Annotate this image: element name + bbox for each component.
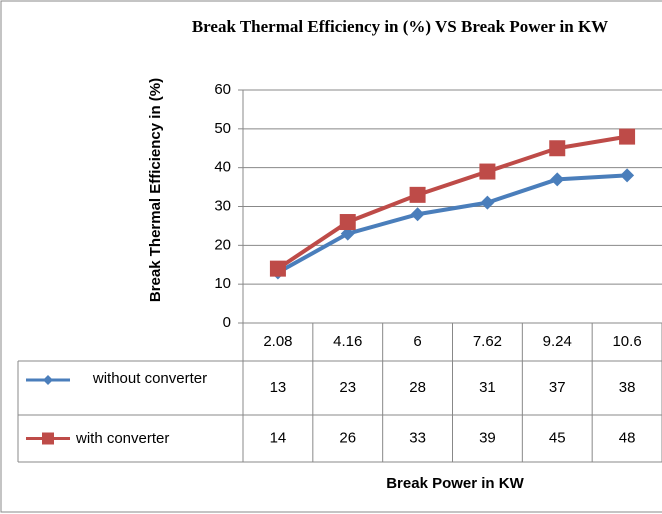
y-tick-label: 10 bbox=[214, 275, 231, 292]
x-tick-label: 9.24 bbox=[543, 333, 572, 350]
x-tick-label: 7.62 bbox=[473, 333, 502, 350]
marker bbox=[619, 128, 636, 145]
x-axis-title: Break Power in KW bbox=[386, 475, 524, 492]
y-tick-label: 20 bbox=[214, 236, 231, 253]
marker bbox=[409, 186, 426, 203]
marker bbox=[410, 207, 425, 222]
x-tick-label: 2.08 bbox=[263, 333, 292, 350]
table-value: 26 bbox=[339, 429, 356, 446]
table-value: 28 bbox=[409, 379, 426, 396]
line bbox=[276, 173, 628, 275]
chart-title: Break Thermal Efficiency in (%) VS Break… bbox=[191, 17, 609, 36]
marker bbox=[479, 163, 496, 180]
y-tick-label: 60 bbox=[214, 81, 231, 98]
table-value: 33 bbox=[409, 429, 426, 446]
y-axis-title: Break Thermal Efficiency in (%) bbox=[147, 78, 164, 302]
table-value: 31 bbox=[479, 379, 496, 396]
marker bbox=[549, 140, 566, 157]
table-value: 37 bbox=[549, 379, 566, 396]
marker bbox=[340, 226, 355, 241]
legend-label: with converter bbox=[76, 429, 170, 447]
table-value: 38 bbox=[619, 379, 636, 396]
marker bbox=[550, 172, 565, 187]
y-tick-label: 50 bbox=[214, 120, 231, 137]
x-tick-label: 10.6 bbox=[612, 333, 641, 350]
table-value: 14 bbox=[270, 429, 287, 446]
y-tick-label: 30 bbox=[214, 197, 231, 214]
x-tick-label: 6 bbox=[413, 333, 421, 350]
y-tick-label: 0 bbox=[223, 314, 231, 331]
legend-marker bbox=[43, 375, 53, 385]
table-value: 23 bbox=[339, 379, 356, 396]
x-tick-label: 4.16 bbox=[333, 333, 362, 350]
marker bbox=[339, 214, 356, 231]
table-value: 45 bbox=[549, 429, 566, 446]
line bbox=[276, 134, 628, 271]
marker bbox=[480, 195, 495, 210]
legend-marker bbox=[42, 432, 54, 445]
marker bbox=[269, 260, 286, 277]
marker bbox=[620, 168, 635, 183]
table-value: 13 bbox=[270, 379, 287, 396]
legend-label: without converter bbox=[92, 370, 208, 387]
table-value: 39 bbox=[479, 429, 496, 446]
table-value: 48 bbox=[619, 429, 636, 446]
y-tick-label: 40 bbox=[214, 159, 231, 176]
